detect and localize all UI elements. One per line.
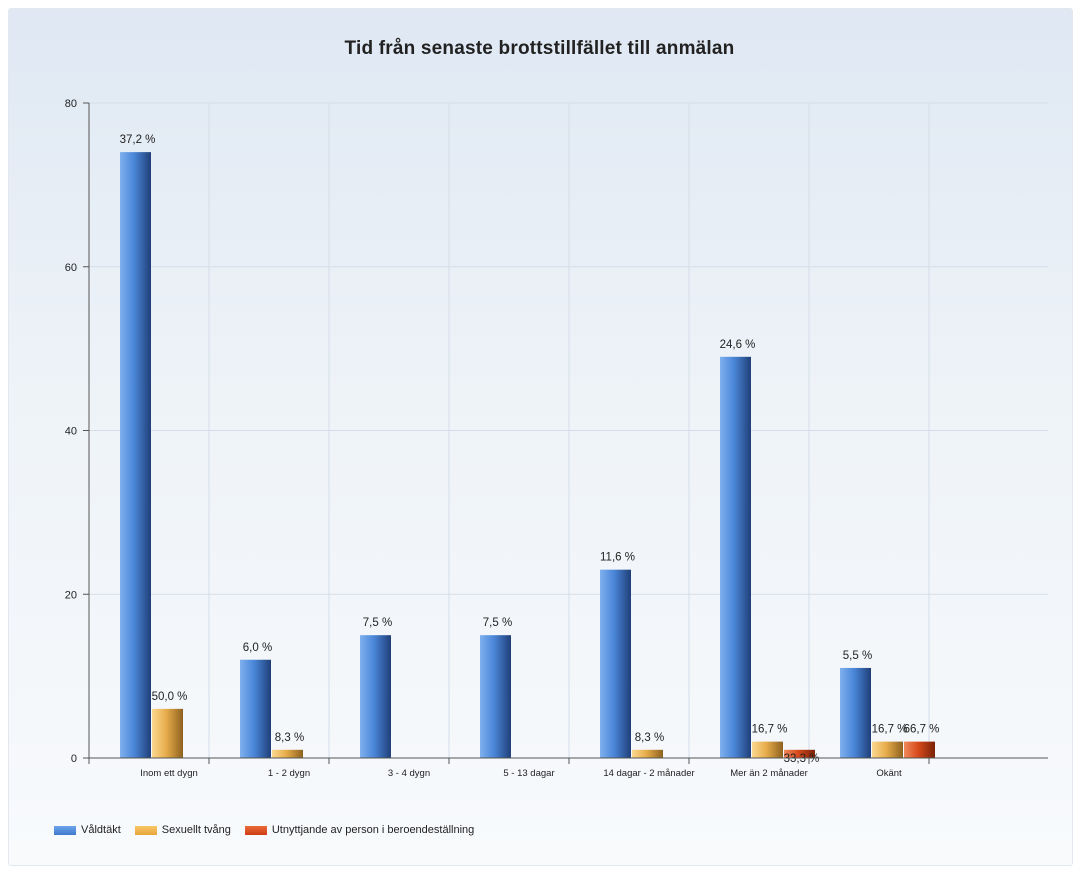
bar-valdtakt [360, 635, 391, 758]
legend-label: Utnyttjande av person i beroendeställnin… [271, 824, 475, 836]
legend-swatch [134, 825, 157, 835]
bar-valdtakt [600, 569, 631, 758]
legend-item-sexuellt-tvang: Sexuellt tvång [134, 824, 231, 836]
data-label: 66,7 % [904, 724, 940, 736]
y-tick-label: 0 [71, 753, 77, 765]
x-tick-label: Okänt [876, 768, 902, 779]
y-tick-label: 20 [65, 589, 77, 601]
bar-valdtakt [240, 659, 271, 758]
bar-sexuellt-tvang [632, 749, 663, 758]
bar-sexuellt-tvang [752, 741, 783, 758]
x-tick-label: Mer än 2 månader [730, 768, 808, 779]
data-label: 16,7 % [872, 724, 908, 736]
data-label: 16,7 % [752, 724, 788, 736]
bar-valdtakt [720, 356, 751, 758]
bar-valdtakt [840, 667, 871, 758]
data-label: 7,5 % [363, 617, 392, 629]
data-label: 6,0 % [243, 642, 272, 654]
bar-sexuellt-tvang [152, 708, 183, 758]
data-label: 5,5 % [843, 650, 872, 662]
chart-panel [8, 8, 1073, 866]
data-label: 8,3 % [275, 732, 304, 744]
bar-valdtakt [480, 635, 511, 758]
y-tick-label: 80 [65, 98, 77, 110]
x-tick-label: 3 - 4 dygn [388, 768, 430, 779]
legend-swatch [244, 825, 267, 835]
bar-valdtakt [120, 152, 151, 758]
data-label: 8,3 % [635, 732, 664, 744]
chart-title: Tid från senaste brottstillfället till a… [344, 38, 735, 59]
data-label: 33,3 % [784, 753, 820, 765]
bar-sexuellt-tvang [872, 741, 903, 758]
legend: Våldtäkt Sexuellt tvång Utnyttjande av p… [54, 824, 488, 836]
legend-swatch [54, 825, 76, 835]
data-label: 37,2 % [120, 134, 156, 146]
legend-label: Sexuellt tvång [161, 824, 231, 836]
x-tick-label: Inom ett dygn [140, 768, 198, 779]
y-tick-label: 60 [65, 262, 77, 274]
legend-item-utnyttjande: Utnyttjande av person i beroendeställnin… [244, 824, 475, 836]
bar-utnyttjande [784, 749, 815, 758]
bar-sexuellt-tvang [272, 749, 303, 758]
data-label: 7,5 % [483, 617, 512, 629]
data-label: 50,0 % [152, 691, 188, 703]
data-label: 24,6 % [720, 339, 756, 351]
legend-item-valdtakt: Våldtäkt [54, 824, 121, 836]
x-tick-label: 5 - 13 dagar [503, 768, 554, 779]
x-tick-label: 14 dagar - 2 månader [603, 768, 694, 779]
data-label: 11,6 % [600, 552, 635, 564]
legend-label: Våldtäkt [81, 824, 121, 836]
bar-utnyttjande [904, 741, 935, 758]
x-tick-label: 1 - 2 dygn [268, 768, 310, 779]
y-tick-label: 40 [65, 426, 77, 438]
